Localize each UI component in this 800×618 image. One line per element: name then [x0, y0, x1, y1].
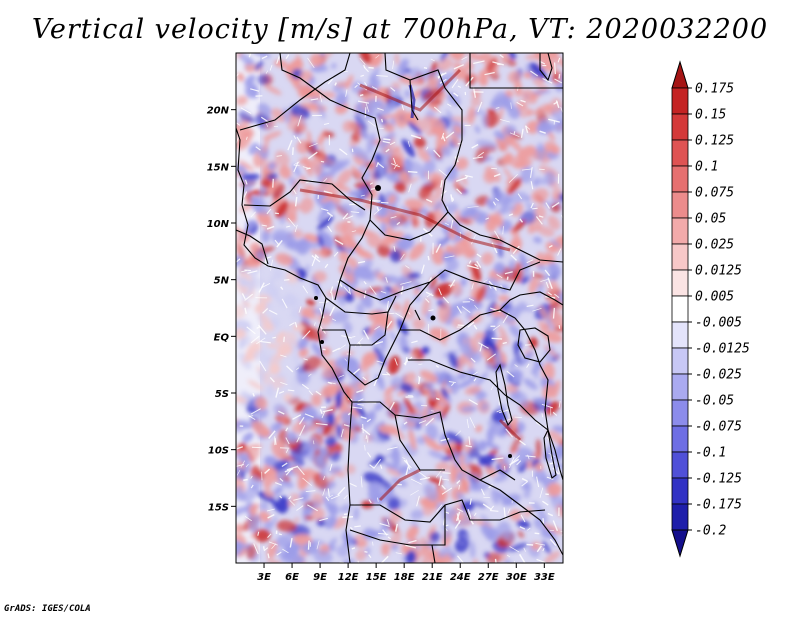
colorbar-label: 0.15 [695, 108, 726, 123]
colorbar-label: -0.05 [695, 394, 734, 409]
longitude-axis: 3E 6E 9E 12E 15E 18E 21E 24E 27E 30E 33E [257, 563, 555, 583]
colorbar-label: 0.175 [695, 82, 734, 97]
colorbar-label: 0.0125 [695, 264, 742, 279]
lat-tick-label: 5S [215, 389, 229, 400]
colorbar-label: -0.025 [695, 368, 742, 383]
lon-tick-label: 12E [338, 572, 359, 583]
lat-tick-label: EQ [214, 332, 230, 343]
lat-tick-label: 15S [208, 502, 229, 513]
colorbar-label: 0.1 [695, 160, 718, 175]
colorbar-label: -0.0125 [695, 342, 750, 357]
colorbar-box [671, 451, 689, 479]
colorbar-box [671, 295, 689, 323]
colorbar-box [671, 191, 689, 219]
colorbar-box [671, 139, 689, 167]
colorbar-label: 0.125 [695, 134, 734, 149]
lon-tick-label: 21E [422, 572, 443, 583]
colorbar-label: 0.005 [695, 290, 734, 305]
colorbar-box [671, 87, 689, 115]
grads-credit: GrADS: IGES/COLA [4, 604, 91, 614]
colorbar-label: -0.1 [695, 446, 726, 461]
page-title: Vertical velocity [m/s] at 700hPa, VT: 2… [31, 14, 769, 45]
lat-tick-label: 5N [214, 276, 230, 287]
lat-tick-label: 20N [207, 106, 230, 117]
lat-tick-label: 10S [208, 446, 229, 457]
colorbar-label: -0.2 [695, 524, 726, 539]
colorbar-label: 0.075 [695, 186, 734, 201]
colorbar-box [671, 425, 689, 453]
country-borders [236, 53, 563, 563]
map-frame [235, 52, 564, 564]
lat-tick-label: 15N [207, 162, 230, 173]
colorbar-box [671, 373, 689, 401]
colorbar-label: -0.125 [695, 472, 742, 487]
colorbar-box [671, 269, 689, 297]
lakes-small [314, 185, 512, 458]
lon-tick-label: 18E [394, 572, 415, 583]
velocity-field [236, 53, 563, 563]
lon-tick-label: 9E [313, 572, 327, 583]
colorbar: 0.175 0.15 0.125 0.1 0.075 0.05 0.025 0.0125 0.0… [671, 60, 750, 558]
colorbar-box [671, 165, 689, 193]
colorbar-label: -0.005 [695, 316, 742, 331]
lon-tick-label: 30E [506, 572, 527, 583]
colorbar-box [671, 321, 689, 349]
colorbar-label: -0.075 [695, 420, 742, 435]
colorbar-box [671, 399, 689, 427]
lon-tick-label: 6E [285, 572, 299, 583]
lon-tick-label: 15E [366, 572, 387, 583]
lon-tick-label: 27E [478, 572, 499, 583]
latitude-axis: 20N 15N 10N 5N EQ 5S 10S 15S [207, 106, 236, 513]
colorbar-box [671, 217, 689, 245]
field-streaks [236, 53, 563, 563]
colorbar-top-arrow [671, 60, 689, 89]
lon-tick-label: 24E [450, 572, 471, 583]
colorbar-box [671, 477, 689, 505]
lon-tick-label: 3E [257, 572, 271, 583]
lon-tick-label: 33E [534, 572, 555, 583]
colorbar-box [671, 113, 689, 141]
colorbar-box [671, 347, 689, 375]
colorbar-bottom-arrow [671, 529, 689, 558]
colorbar-label: -0.175 [695, 498, 742, 513]
colorbar-box [671, 243, 689, 271]
field-blobs [236, 53, 563, 563]
lat-tick-label: 10N [207, 219, 230, 230]
colorbar-label: 0.05 [695, 212, 726, 227]
colorbar-label: 0.025 [695, 238, 734, 253]
colorbar-box [671, 503, 689, 531]
